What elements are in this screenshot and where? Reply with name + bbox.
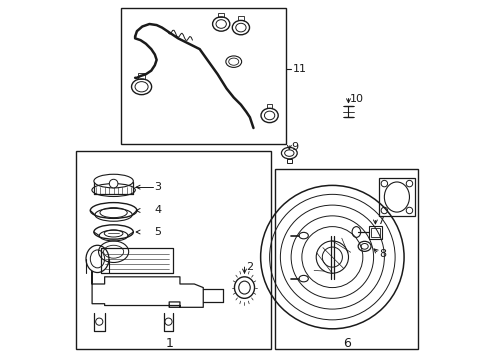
Bar [218,13,224,17]
Text: 8: 8 [379,249,386,259]
Bar [370,228,379,237]
Bar [138,73,145,79]
Bar [286,159,291,163]
Bar [378,178,414,216]
Bar [76,151,271,348]
Text: 5: 5 [154,227,161,237]
Text: 4: 4 [154,206,161,216]
Text: 3: 3 [154,182,161,192]
Bar [274,169,418,348]
Bar [121,8,285,144]
Bar [238,16,244,21]
Bar [368,226,381,239]
Text: 10: 10 [349,94,364,104]
Text: 7: 7 [376,216,384,226]
Text: 11: 11 [292,64,306,74]
Text: 6: 6 [342,337,350,350]
Circle shape [109,179,118,188]
Text: 2: 2 [246,262,253,273]
Text: 1: 1 [165,337,173,350]
Circle shape [316,241,348,273]
Bar [266,104,272,108]
Text: 9: 9 [290,141,298,152]
